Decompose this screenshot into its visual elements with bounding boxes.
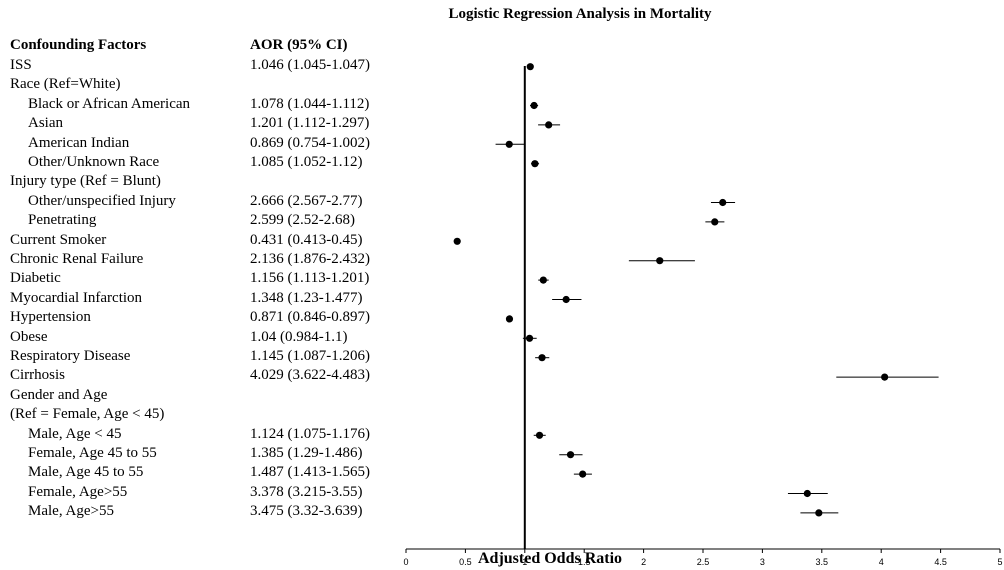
row-label: ISS: [10, 57, 32, 73]
point-estimate: [505, 140, 513, 148]
row-aor-value: 1.078 (1.044-1.112): [250, 95, 370, 112]
x-tick-label: 1.5: [578, 557, 591, 567]
row-aor-value: 0.871 (0.846-0.897): [250, 309, 370, 326]
point-estimate: [579, 470, 587, 478]
row-aor-value: 1.04 (0.984-1.1): [250, 328, 348, 345]
row-label: Male, Age>55: [28, 503, 114, 520]
x-tick-label: 2: [641, 557, 646, 567]
row-label: Other/unspecified Injury: [28, 192, 176, 209]
row-label: Myocardial Infarction: [10, 289, 143, 306]
x-tick-label: 1: [522, 557, 527, 567]
row-label: Respiratory Disease: [10, 348, 131, 364]
point-estimate: [526, 63, 534, 71]
header-confounding-factors: Confounding Factors: [10, 37, 147, 53]
row-aor-value: 0.869 (0.754-1.002): [250, 134, 370, 151]
point-estimate: [539, 276, 547, 284]
row-label: Male, Age 45 to 55: [28, 464, 144, 481]
row-aor-value: 2.599 (2.52-2.68): [250, 212, 355, 229]
row-aor-value: 3.475 (3.32-3.639): [250, 503, 363, 520]
x-tick-label: 4: [879, 557, 884, 567]
point-estimate: [803, 489, 811, 498]
point-estimate: [656, 257, 664, 265]
point-estimate: [453, 237, 461, 245]
x-tick-label: 3.5: [816, 557, 829, 567]
row-aor-value: 1.487 (1.413-1.565): [250, 464, 370, 481]
row-label: Penetrating: [28, 212, 97, 229]
point-estimate: [815, 509, 823, 517]
row-aor-value: 0.431 (0.413-0.45): [250, 231, 363, 248]
point-estimate: [562, 295, 570, 304]
row-aor-value: 1.385 (1.29-1.486): [250, 445, 363, 461]
row-aor-value: 1.145 (1.087-1.206): [250, 348, 370, 364]
x-tick-label: 5: [997, 557, 1002, 567]
row-label: Asian: [28, 115, 63, 132]
chart-title: Logistic Regression Analysis in Mortalit…: [448, 6, 712, 22]
x-tick-label: 3: [760, 557, 765, 567]
point-estimate: [505, 315, 514, 323]
row-label: (Ref = Female, Age < 45): [10, 406, 165, 423]
point-estimate: [525, 334, 534, 342]
row-aor-value: 1.046 (1.045-1.047): [250, 57, 370, 73]
row-label: Chronic Renal Failure: [10, 251, 144, 267]
x-tick-label: 4.5: [934, 557, 947, 567]
row-aor-value: 4.029 (3.622-4.483): [250, 367, 370, 384]
row-label: Cirrhosis: [10, 367, 66, 384]
row-aor-value: 1.201 (1.112-1.297): [250, 115, 370, 132]
row-label: Race (Ref=White): [10, 76, 121, 93]
row-aor-value: 1.156 (1.113-1.201): [250, 270, 370, 287]
row-label: Current Smoker: [10, 231, 107, 248]
point-estimate: [719, 198, 727, 207]
row-label: Male, Age < 45: [28, 425, 122, 442]
row-label: Other/Unknown Race: [28, 154, 160, 170]
row-aor-value: 1.085 (1.052-1.12): [250, 154, 363, 170]
point-estimate: [531, 160, 539, 168]
row-aor-value: 3.378 (3.215-3.55): [250, 483, 363, 500]
point-estimate: [711, 218, 719, 226]
x-tick-label: 0.5: [459, 557, 472, 567]
point-estimate: [530, 101, 538, 110]
point-estimate: [535, 431, 544, 439]
point-estimate: [538, 354, 546, 362]
row-label: Female, Age 45 to 55: [28, 445, 157, 461]
row-aor-value: 2.136 (1.876-2.432): [250, 251, 370, 267]
point-estimate: [566, 451, 575, 459]
row-label: Black or African American: [28, 95, 191, 112]
row-aor-value: 1.348 (1.23-1.477): [250, 289, 363, 306]
row-label: American Indian: [28, 134, 130, 151]
row-label: Obese: [10, 328, 48, 345]
row-label: Diabetic: [10, 270, 61, 287]
x-tick-label: 0: [403, 557, 408, 567]
x-tick-label: 2.5: [697, 557, 710, 567]
point-estimate: [545, 121, 553, 129]
row-label: Injury type (Ref = Blunt): [10, 173, 161, 190]
row-label: Hypertension: [10, 309, 91, 326]
x-axis-label: Adjusted Odds Ratio: [477, 550, 623, 567]
row-label: Gender and Age: [10, 386, 108, 403]
row-aor-value: 1.124 (1.075-1.176): [250, 425, 370, 442]
point-estimate: [881, 373, 889, 381]
row-aor-value: 2.666 (2.567-2.77): [250, 192, 363, 209]
header-aor: AOR (95% CI): [250, 37, 348, 53]
row-label: Female, Age>55: [28, 483, 128, 500]
